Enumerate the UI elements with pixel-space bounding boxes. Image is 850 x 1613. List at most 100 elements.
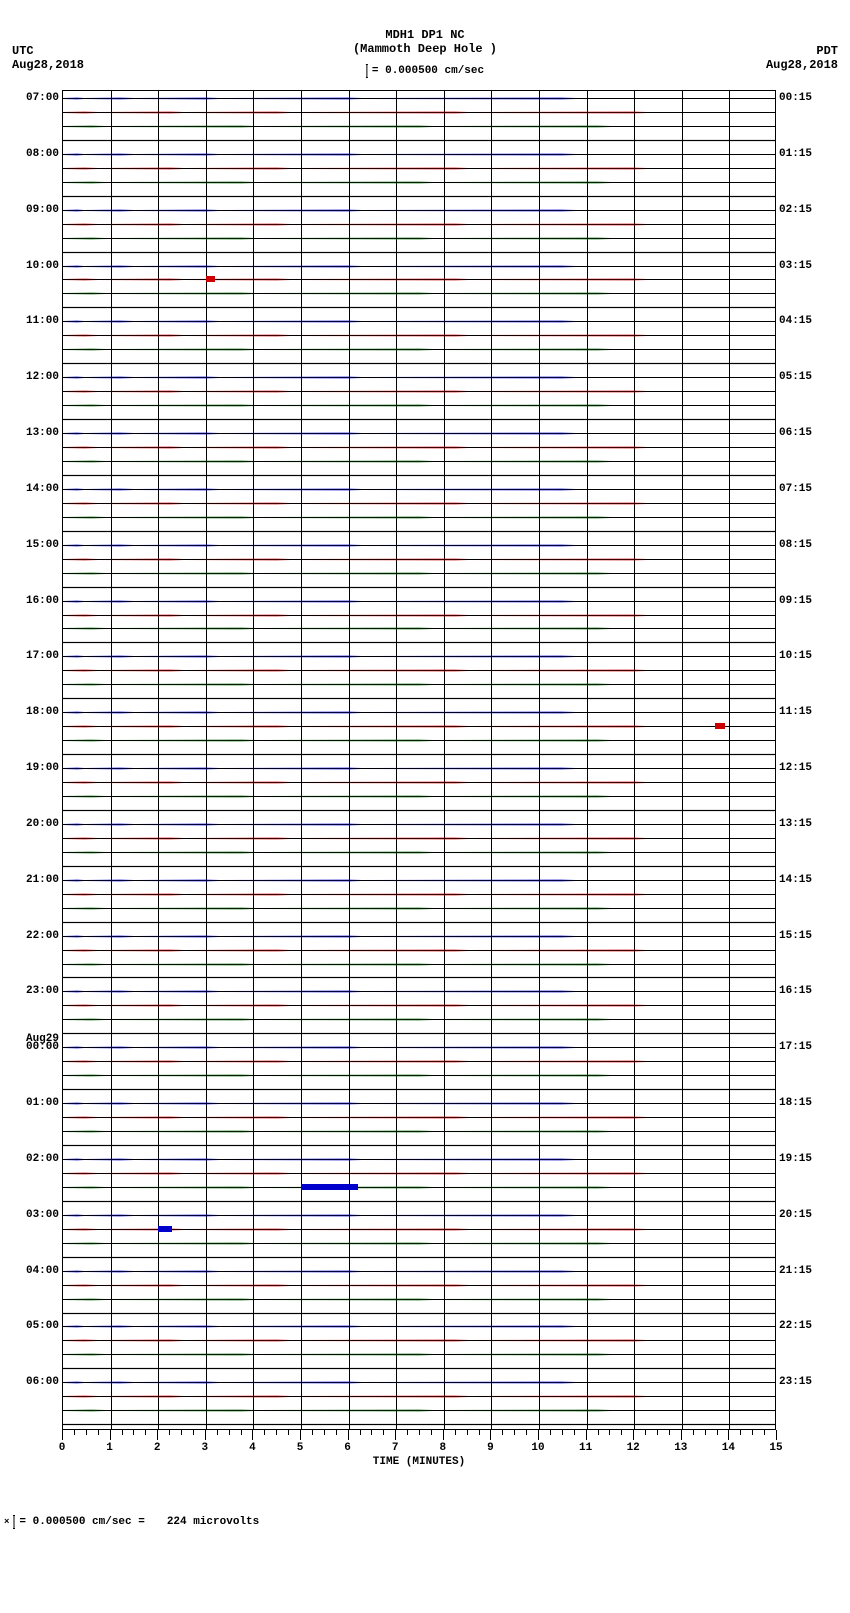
x-tick-minor [502,1430,503,1435]
utc-time-label: 18:00 [26,706,59,718]
trace-row [63,363,775,364]
utc-time-label: 12:00 [26,371,59,383]
utc-time-label: 16:00 [26,595,59,607]
pdt-time-label: 23:15 [779,1376,812,1388]
pdt-time-label: 17:15 [779,1041,812,1053]
x-tick-major [348,1430,349,1440]
x-tick-label: 15 [769,1442,782,1454]
trace-row [63,1103,775,1104]
x-tick-minor [407,1430,408,1435]
seismic-event [158,1226,172,1232]
x-tick-minor [312,1430,313,1435]
x-tick-major [728,1430,729,1440]
x-axis: TIME (MINUTES) 0123456789101112131415 [62,1430,776,1470]
trace-row [63,1117,775,1118]
trace-row [63,908,775,909]
x-tick-major [205,1430,206,1440]
x-tick-minor [229,1430,230,1435]
utc-time-label: 06:00 [26,1376,59,1388]
trace-row [63,964,775,965]
x-tick-minor [752,1430,753,1435]
trace-row [63,573,775,574]
utc-time-label: 03:00 [26,1209,59,1221]
trace-row [63,112,775,113]
footer-microvolts: 224 microvolts [167,1516,259,1528]
x-tick-label: 1 [106,1442,113,1454]
pdt-time-label: 07:15 [779,483,812,495]
trace-row [63,712,775,713]
x-tick-label: 2 [154,1442,161,1454]
x-tick-minor [276,1430,277,1435]
trace-row [63,1173,775,1174]
trace-row [63,224,775,225]
trace-row [63,1005,775,1006]
trace-row [63,238,775,239]
trace-row [63,447,775,448]
x-tick-label: 9 [487,1442,494,1454]
trace-row [63,670,775,671]
x-tick-minor [133,1430,134,1435]
x-tick-major [776,1430,777,1440]
trace-row [63,1354,775,1355]
x-tick-minor [740,1430,741,1435]
date-left-label: Aug28,2018 [12,58,84,72]
title-block: MDH1 DP1 NC (Mammoth Deep Hole ) [353,28,497,56]
x-tick-minor [122,1430,123,1435]
trace-row [63,1131,775,1132]
utc-time-label: 13:00 [26,427,59,439]
trace-row [63,126,775,127]
trace-row [63,601,775,602]
trace-row [63,266,775,267]
trace-row [63,754,775,755]
trace-row [63,810,775,811]
trace-row [63,1019,775,1020]
trace-row [63,1326,775,1327]
trace-row [63,1410,775,1411]
trace-row [63,335,775,336]
x-tick-minor [181,1430,182,1435]
trace-row [63,279,775,280]
x-tick-label: 12 [627,1442,640,1454]
tz-left-label: UTC [12,44,84,58]
x-tick-major [633,1430,634,1440]
trace-row [63,1243,775,1244]
x-tick-label: 3 [201,1442,208,1454]
trace-row [63,642,775,643]
trace-row [63,559,775,560]
trace-row [63,1159,775,1160]
trace-row [63,936,775,937]
trace-row [63,587,775,588]
trace-row [63,824,775,825]
utc-time-label: 01:00 [26,1097,59,1109]
x-tick-label: 11 [579,1442,592,1454]
x-tick-minor [764,1430,765,1435]
utc-time-label: 15:00 [26,539,59,551]
x-tick-label: 0 [59,1442,66,1454]
timezone-left: UTC Aug28,2018 [12,44,84,72]
trace-row [63,433,775,434]
trace-row [63,782,775,783]
trace-row [63,1201,775,1202]
trace-row [63,196,775,197]
pdt-time-label: 00:15 [779,92,812,104]
tz-right-label: PDT [766,44,838,58]
pdt-time-label: 11:15 [779,706,812,718]
trace-row [63,517,775,518]
helicorder-plot: 07:0008:0009:0010:0011:0012:0013:0014:00… [62,90,776,1430]
station-id: MDH1 DP1 NC [353,28,497,42]
x-tick-minor [264,1430,265,1435]
trace-row [63,1299,775,1300]
x-tick-minor [657,1430,658,1435]
x-tick-minor [717,1430,718,1435]
x-tick-minor [419,1430,420,1435]
trace-row [63,461,775,462]
x-tick-minor [360,1430,361,1435]
trace-row [63,1368,775,1369]
scale-text: = 0.000500 cm/sec [372,65,484,77]
trace-row [63,1215,775,1216]
trace-row [63,1382,775,1383]
utc-time-label: 11:00 [26,315,59,327]
x-tick-major [110,1430,111,1440]
utc-time-label: 05:00 [26,1320,59,1332]
pdt-time-label: 08:15 [779,539,812,551]
